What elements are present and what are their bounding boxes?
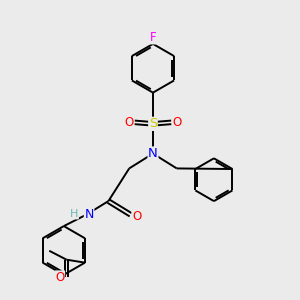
Text: H: H — [70, 209, 79, 219]
Text: F: F — [150, 31, 156, 44]
Text: N: N — [148, 147, 158, 160]
Text: O: O — [172, 116, 182, 129]
Text: N: N — [84, 208, 94, 221]
Text: O: O — [55, 271, 64, 284]
Text: S: S — [149, 117, 157, 130]
Text: O: O — [124, 116, 134, 129]
Text: O: O — [132, 210, 141, 223]
